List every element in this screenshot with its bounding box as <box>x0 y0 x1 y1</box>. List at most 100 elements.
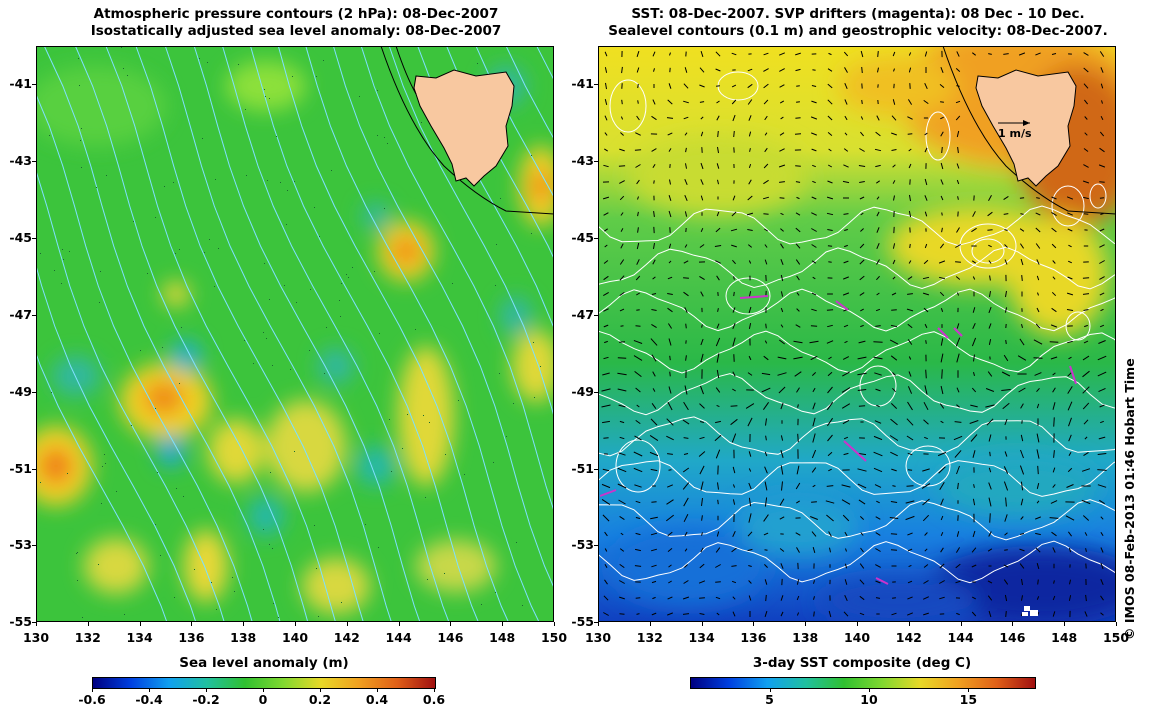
velocity-arrow <box>617 467 627 473</box>
velocity-arrow <box>731 52 737 56</box>
velocity-arrow <box>764 132 768 136</box>
velocity-arrow <box>891 309 897 311</box>
sla-data-dot <box>216 609 217 610</box>
velocity-arrow <box>619 259 625 265</box>
velocity-arrow <box>652 259 656 265</box>
velocity-arrow <box>1083 148 1089 152</box>
sla-data-dot <box>341 602 342 603</box>
velocity-arrow <box>1100 67 1104 73</box>
velocity-arrow <box>795 52 801 56</box>
velocity-arrow <box>827 180 833 184</box>
sealevel-contour-line <box>598 540 1116 584</box>
velocity-arrow <box>1069 547 1071 553</box>
velocity-arrow <box>684 564 688 568</box>
velocity-arrow <box>716 323 720 329</box>
velocity-arrow <box>956 227 960 233</box>
velocity-arrow <box>1083 164 1089 168</box>
velocity-arrow <box>650 532 658 536</box>
velocity-arrow <box>955 580 961 584</box>
velocity-arrow <box>811 244 817 248</box>
sla-data-dot <box>276 136 277 137</box>
sla-data-dot <box>533 342 534 343</box>
velocity-arrow <box>1004 418 1008 426</box>
velocity-arrow <box>667 99 673 105</box>
velocity-arrow <box>858 165 866 167</box>
left-lon-tick: 134 <box>126 630 153 645</box>
velocity-arrow <box>620 228 624 232</box>
velocity-arrow <box>682 419 690 425</box>
velocity-arrow <box>922 514 930 522</box>
velocity-arrow <box>1052 402 1056 410</box>
copyright-text: © IMOS 08-Feb-2013 01:46 Hobart Time <box>1122 358 1137 640</box>
velocity-arrow <box>731 433 737 443</box>
velocity-arrow <box>987 211 993 217</box>
velocity-arrow <box>796 196 800 200</box>
left-lon-tick: 150 <box>540 630 568 645</box>
velocity-arrow <box>732 114 736 122</box>
sla-data-dot <box>238 64 239 65</box>
velocity-arrow <box>938 466 946 474</box>
velocity-arrow <box>699 436 705 440</box>
velocity-arrow <box>699 465 705 475</box>
velocity-arrow <box>908 67 912 73</box>
velocity-arrow <box>892 51 896 57</box>
velocity-scale-label: 1 m/s <box>998 127 1032 140</box>
velocity-arrow <box>988 610 992 618</box>
velocity-arrow <box>748 115 752 121</box>
velocity-arrow <box>1020 481 1024 491</box>
velocity-arrow <box>667 548 673 552</box>
sea-level-anomaly-map <box>36 46 554 622</box>
velocity-arrow <box>780 435 784 441</box>
velocity-arrow <box>860 131 864 137</box>
velocity-arrow <box>636 404 640 408</box>
left-lon-tick: 138 <box>230 630 257 645</box>
velocity-arrow <box>940 385 944 395</box>
velocity-arrow <box>604 228 608 232</box>
sla-data-dot <box>513 403 514 404</box>
velocity-arrow <box>620 243 624 249</box>
sla-data-dot <box>102 466 103 467</box>
velocity-arrow <box>778 164 786 168</box>
velocity-arrow <box>827 99 833 105</box>
velocity-arrow <box>1067 276 1073 280</box>
velocity-arrow <box>701 515 703 521</box>
velocity-arrow <box>683 277 689 279</box>
velocity-arrow <box>634 548 642 552</box>
velocity-arrow <box>938 260 946 264</box>
velocity-arrow <box>1035 532 1041 536</box>
velocity-arrow <box>925 340 927 344</box>
sla-colorbar-tick: -0.6 <box>78 692 106 707</box>
velocity-arrow <box>668 338 672 346</box>
velocity-arrow <box>731 211 737 217</box>
velocity-arrow <box>891 468 897 472</box>
velocity-arrow <box>906 435 914 441</box>
velocity-arrow <box>796 579 800 585</box>
velocity-arrow <box>1067 386 1073 394</box>
sealevel-eddy-contour <box>925 111 951 161</box>
velocity-arrow <box>1100 547 1104 553</box>
left-lon-tick-mark <box>295 622 296 626</box>
velocity-arrow <box>796 292 800 296</box>
sla-colorbar-tick: -0.2 <box>192 692 220 707</box>
sla-data-dot <box>127 75 128 76</box>
velocity-arrow <box>667 401 673 411</box>
velocity-arrow <box>859 516 865 520</box>
velocity-arrow <box>1099 147 1105 153</box>
velocity-arrow <box>731 99 737 105</box>
sla-data-dot <box>269 299 270 300</box>
velocity-arrow <box>1049 341 1059 343</box>
velocity-arrow <box>811 100 817 104</box>
velocity-arrow <box>604 340 608 344</box>
velocity-arrow <box>1020 498 1024 506</box>
velocity-arrow <box>844 229 848 231</box>
velocity-arrow <box>955 261 961 263</box>
velocity-arrow <box>667 612 673 616</box>
velocity-arrow <box>955 547 961 553</box>
velocity-arrow <box>860 212 864 216</box>
sla-colorbar-tick: 0.6 <box>422 692 446 707</box>
velocity-arrow <box>923 564 929 568</box>
velocity-arrow <box>826 212 834 216</box>
sla-data-dot <box>339 300 340 301</box>
velocity-arrow <box>811 308 817 312</box>
velocity-arrow <box>716 612 720 616</box>
